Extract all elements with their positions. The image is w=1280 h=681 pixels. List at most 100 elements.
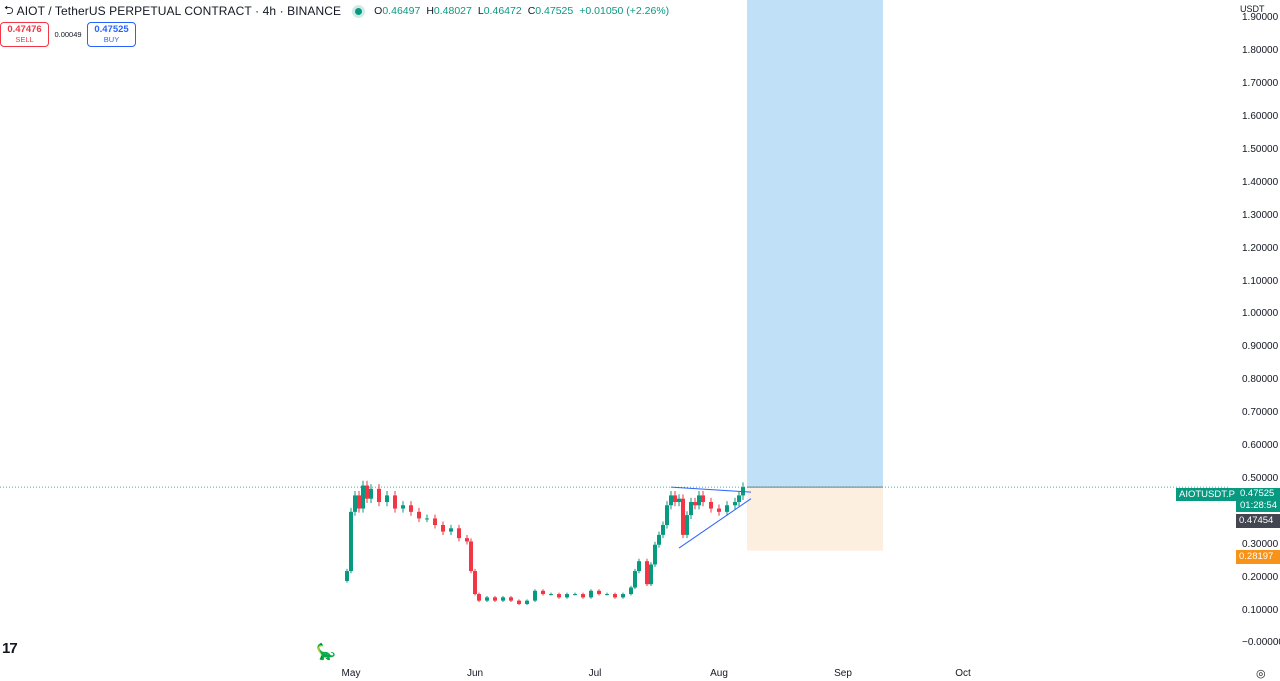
candle: [709, 501, 713, 509]
candle: [613, 594, 617, 598]
price-tick: 0.50000: [1242, 472, 1279, 484]
price-tick: 1.30000: [1242, 209, 1279, 221]
candle: [417, 511, 421, 519]
candle: [737, 495, 741, 502]
ohlc-high: H0.48027: [426, 5, 472, 17]
price-tick: 0.10000: [1242, 604, 1279, 616]
candle: [501, 597, 505, 601]
settings-icon[interactable]: ◎: [1256, 668, 1266, 680]
candle: [345, 571, 349, 581]
candle: [377, 488, 381, 502]
candle: [697, 495, 701, 506]
candle: [357, 495, 361, 509]
bid-price-tag: 0.47454: [1236, 514, 1280, 528]
candle: [393, 495, 397, 509]
tradingview-logo[interactable]: 17: [2, 640, 18, 657]
price-tick: 0.30000: [1242, 538, 1279, 550]
candle: [485, 597, 489, 601]
candle: [689, 501, 693, 516]
symbol-tag: AIOTUSDT.P: [1176, 488, 1238, 501]
candle: [597, 590, 601, 595]
price-chart[interactable]: [0, 0, 1230, 681]
candle: [449, 528, 453, 532]
candle: [665, 505, 669, 526]
buy-label: BUY: [103, 34, 120, 44]
price-tick: 0.90000: [1242, 341, 1279, 353]
triangle-upper-line: [670, 486, 752, 493]
currency-label[interactable]: USDT: [1240, 4, 1265, 14]
triangle-lower-line: [678, 498, 752, 549]
price-tick: −0.00000: [1242, 637, 1280, 649]
symbol-title[interactable]: AIOT / TetherUS PERPETUAL CONTRACT · 4h …: [16, 4, 342, 18]
last-price-value: 0.47525: [1240, 488, 1275, 499]
candle: [581, 594, 585, 598]
candle: [657, 534, 661, 545]
candle: [361, 485, 365, 509]
buy-price: 0.47525: [94, 23, 129, 35]
candle: [677, 498, 681, 502]
time-tick: Sep: [834, 668, 852, 679]
price-tick: 1.90000: [1242, 12, 1279, 24]
candle: [565, 594, 569, 598]
price-tick: 1.70000: [1242, 78, 1279, 90]
candle: [645, 561, 649, 585]
candle: [369, 488, 373, 499]
price-tick: 0.20000: [1242, 571, 1279, 583]
candle: [385, 495, 389, 502]
candle: [685, 515, 689, 535]
candle: [441, 525, 445, 532]
candle: [733, 501, 737, 506]
ohlc-open: O0.46497: [374, 5, 421, 17]
sell-button[interactable]: 0.47476 SELL: [0, 22, 49, 47]
candle: [661, 525, 665, 535]
candle: [637, 561, 641, 572]
candle: [401, 505, 405, 509]
spread-value: 0.00049: [54, 30, 82, 39]
chart-header: ⮌ AIOT / TetherUS PERPETUAL CONTRACT · 4…: [0, 0, 1230, 22]
candle: [573, 594, 577, 596]
price-tick: 0.70000: [1242, 407, 1279, 419]
candle: [473, 571, 477, 595]
dinosaur-icon[interactable]: 🦕: [316, 644, 336, 661]
candle: [725, 505, 729, 512]
time-tick: Oct: [955, 668, 971, 679]
candle: [629, 587, 633, 595]
time-tick: Jun: [466, 668, 484, 679]
price-tick: 1.20000: [1242, 242, 1279, 254]
stop-price-tag: 0.28197: [1236, 550, 1280, 564]
price-tick: 1.50000: [1242, 144, 1279, 156]
candle: [681, 498, 685, 535]
price-tick: 1.80000: [1242, 45, 1279, 57]
market-status-icon[interactable]: [355, 7, 363, 15]
candle: [541, 590, 545, 595]
price-axis[interactable]: USDT 1.90000 1.80000 1.70000 1.60000 1.50000…: [1230, 0, 1280, 681]
candle: [549, 594, 553, 596]
sell-price: 0.47476: [7, 23, 42, 35]
ohlc-close: C0.47525: [527, 5, 574, 17]
price-tick: 1.60000: [1242, 111, 1279, 123]
collapse-arrow-icon[interactable]: ⮌: [4, 2, 14, 17]
target-zone: [747, 0, 883, 488]
time-tick: Aug: [710, 668, 728, 679]
price-tick: 1.00000: [1242, 308, 1279, 320]
ohlc-low: L0.46472: [477, 5, 522, 17]
candle: [717, 508, 721, 512]
candle: [433, 518, 437, 526]
price-tick: 1.10000: [1242, 275, 1279, 287]
candle: [701, 495, 705, 502]
candle: [633, 571, 637, 588]
candle: [509, 597, 513, 601]
last-price-tag: 0.47525 01:28:54: [1236, 488, 1280, 512]
ohlc-values: O0.46497 H0.48027 L0.46472 C0.47525 +0.0…: [374, 5, 669, 17]
price-tick: 0.80000: [1242, 374, 1279, 386]
candle: [649, 564, 653, 585]
price-tick: 0.60000: [1242, 440, 1279, 452]
candle: [493, 597, 497, 601]
buy-button[interactable]: 0.47525 BUY: [87, 22, 136, 47]
candle: [425, 518, 429, 520]
ohlc-change: +0.01050 (+2.26%): [579, 5, 670, 17]
candle: [653, 544, 657, 565]
candle: [605, 594, 609, 596]
sell-label: SELL: [15, 34, 34, 44]
time-tick: Jul: [588, 668, 602, 679]
